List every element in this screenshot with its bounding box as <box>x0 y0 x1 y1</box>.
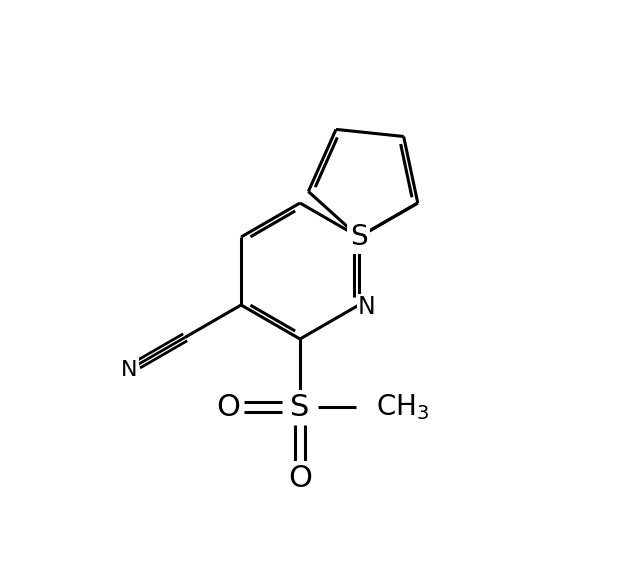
Text: S: S <box>291 392 310 422</box>
Text: CH$_3$: CH$_3$ <box>376 392 430 422</box>
Text: O: O <box>216 392 241 422</box>
Text: S: S <box>350 223 368 251</box>
Text: N: N <box>358 295 376 319</box>
Text: N: N <box>121 359 138 380</box>
Text: O: O <box>288 464 312 493</box>
